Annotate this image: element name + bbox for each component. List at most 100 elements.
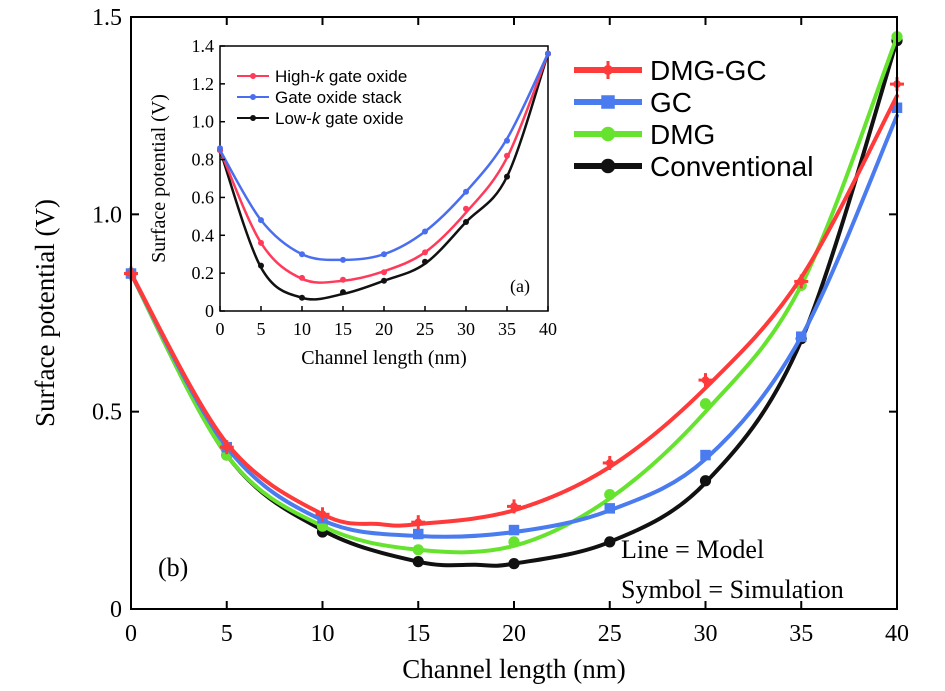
data-point-conventional bbox=[508, 558, 520, 570]
legend-entry-gc: GC bbox=[574, 87, 692, 118]
series-dmg-gc bbox=[124, 77, 904, 530]
inset-data-point-gate-oxide-stack bbox=[422, 228, 428, 235]
data-point-dmg-gc bbox=[411, 515, 426, 530]
inset-series-gate-oxide-stack bbox=[217, 50, 551, 263]
data-point-dmg bbox=[412, 544, 424, 556]
inset-data-point-high-k-gate-oxide bbox=[381, 269, 387, 276]
main-y-tick-label: 1.5 bbox=[92, 5, 122, 31]
inset-data-point-low-k-gate-oxide bbox=[422, 258, 428, 265]
legend-label-dmg-gc: DMG-GC bbox=[650, 55, 767, 86]
inset-y-tick-label: 0.8 bbox=[192, 150, 215, 170]
inset-data-point-low-k-gate-oxide bbox=[463, 219, 469, 226]
legend-marker-dmg-gc bbox=[599, 61, 617, 79]
legend-entry-dmg-gc: DMG-GC bbox=[574, 55, 767, 86]
legend-label-dmg: DMG bbox=[650, 119, 715, 150]
legend-label-conventional: Conventional bbox=[650, 151, 813, 182]
inset-data-point-low-k-gate-oxide bbox=[504, 173, 510, 180]
data-point-conventional bbox=[604, 536, 616, 548]
data-point-gc bbox=[700, 449, 711, 461]
inset-plot-area bbox=[217, 45, 551, 312]
inset-legend-entry-low-k-gate-oxide: Low-k gate oxide bbox=[237, 109, 404, 128]
main-x-tick-label: 40 bbox=[885, 621, 909, 647]
data-point-conventional bbox=[699, 475, 712, 487]
main-axes: 0 5 10 15 20 25 30 35 40 0 0.5 1.0 1.5 Channel length… bbox=[30, 5, 909, 684]
main-x-tick-label: 0 bbox=[125, 621, 137, 647]
inset-y-tick-label: 0.2 bbox=[192, 263, 215, 283]
inset-y-tick-label: 1.2 bbox=[192, 74, 215, 94]
inset-x-tick-label: 5 bbox=[257, 319, 266, 339]
inset-x-tick-label: 20 bbox=[375, 319, 393, 339]
main-x-axis-title: Channel length (nm) bbox=[402, 654, 625, 684]
legend-marker-dmg bbox=[600, 126, 616, 142]
inset-x-tick-label: 0 bbox=[216, 319, 225, 339]
data-point-gc bbox=[796, 331, 807, 342]
inset-data-point-gate-oxide-stack bbox=[299, 251, 305, 258]
data-point-dmg bbox=[699, 398, 712, 410]
inset-panel-label: (a) bbox=[510, 276, 530, 297]
inset-data-point-gate-oxide-stack bbox=[258, 217, 264, 224]
inset-legend-label: Low-k gate oxide bbox=[275, 109, 404, 128]
inset-x-tick-label: 25 bbox=[416, 319, 434, 339]
inset-y-tick-label: 1.0 bbox=[192, 112, 215, 132]
inset-axes: 0 5 10 15 20 25 30 35 40 0 0.2 0.4 0.6 0.8 1.0 1.2 1.4 Ch… bbox=[148, 36, 557, 369]
series-line-dmg-gc bbox=[129, 93, 899, 528]
inset-data-point-gate-oxide-stack bbox=[463, 188, 469, 195]
inset-x-axis-title: Channel length (nm) bbox=[301, 347, 467, 369]
data-point-gc bbox=[508, 524, 520, 536]
inset-data-point-gate-oxide-stack bbox=[504, 137, 510, 144]
data-point-dmg bbox=[508, 536, 520, 548]
inset-y-tick-label: 0.6 bbox=[192, 187, 215, 207]
inset-data-point-high-k-gate-oxide bbox=[258, 239, 264, 246]
inset-data-point-gate-oxide-stack bbox=[217, 145, 223, 152]
inset-legend: High-k gate oxide Gate oxide stack Low-k g… bbox=[237, 67, 407, 128]
inset-data-point-high-k-gate-oxide bbox=[463, 205, 469, 212]
inset-data-point-gate-oxide-stack bbox=[545, 50, 551, 57]
inset-data-point-low-k-gate-oxide bbox=[340, 289, 346, 296]
main-panel-label: (b) bbox=[158, 553, 188, 582]
inset-series-high-k-gate-oxide bbox=[217, 50, 551, 284]
inset-y-axis-title: Surface potential (V) bbox=[148, 94, 170, 263]
inset-data-point-low-k-gate-oxide bbox=[381, 277, 387, 284]
inset-data-point-gate-oxide-stack bbox=[381, 251, 387, 258]
data-point-dmg-gc bbox=[219, 440, 234, 455]
data-point-gc bbox=[604, 503, 615, 514]
data-point-dmg-gc bbox=[315, 507, 330, 522]
data-point-dmg-gc bbox=[602, 455, 617, 470]
legend-marker-gc bbox=[601, 95, 615, 109]
legend-marker-conventional bbox=[600, 158, 616, 174]
inset-data-point-high-k-gate-oxide bbox=[340, 276, 346, 283]
simulation-note: Symbol = Simulation bbox=[621, 575, 844, 604]
legend-label-gc: GC bbox=[650, 87, 692, 118]
inset-legend-label: Gate oxide stack bbox=[275, 88, 402, 107]
data-point-dmg-gc bbox=[507, 499, 521, 514]
main-y-tick-label: 1.0 bbox=[92, 202, 122, 228]
inset-y-tick-label: 1.4 bbox=[192, 36, 215, 56]
inset-y-tick-label: 0 bbox=[205, 301, 214, 321]
inset-data-point-high-k-gate-oxide bbox=[299, 274, 305, 281]
inset-data-point-gate-oxide-stack bbox=[340, 256, 346, 263]
inset-legend-label: High-k gate oxide bbox=[275, 67, 407, 86]
inset-data-point-low-k-gate-oxide bbox=[258, 262, 264, 269]
inset-data-point-low-k-gate-oxide bbox=[299, 294, 305, 301]
main-y-tick-label: 0 bbox=[110, 597, 122, 623]
data-point-dmg-gc bbox=[794, 274, 809, 289]
main-x-tick-label: 10 bbox=[311, 621, 335, 647]
data-point-dmg bbox=[604, 488, 616, 501]
inset-data-point-high-k-gate-oxide bbox=[422, 249, 428, 256]
main-x-tick-label: 5 bbox=[221, 621, 233, 647]
inset-legend-entry-high-k-gate-oxide: High-k gate oxide bbox=[237, 67, 407, 86]
inset-series-low-k-gate-oxide bbox=[217, 50, 551, 301]
main-x-tick-label: 20 bbox=[502, 621, 526, 647]
main-x-tick-label: 25 bbox=[598, 621, 622, 647]
inset-x-tick-label: 10 bbox=[293, 319, 311, 339]
main-notes: Line = Model Symbol = Simulation bbox=[621, 535, 844, 604]
inset-data-point-high-k-gate-oxide bbox=[504, 152, 510, 159]
main-x-tick-label: 30 bbox=[694, 621, 718, 647]
main-x-tick-label: 15 bbox=[406, 621, 430, 647]
legend-entry-conventional: Conventional bbox=[574, 151, 813, 182]
data-point-conventional bbox=[412, 556, 424, 568]
inset-y-tick-label: 0.4 bbox=[192, 225, 215, 245]
model-note: Line = Model bbox=[621, 535, 764, 564]
